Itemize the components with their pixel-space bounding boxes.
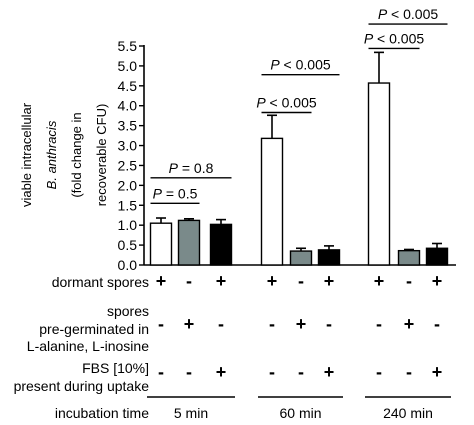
y-tick-label: 1.5: [118, 197, 138, 213]
bar: [367, 82, 391, 266]
condition-value: +: [432, 271, 443, 291]
y-tick-label: 0.5: [118, 237, 138, 253]
condition-value: -: [376, 362, 382, 382]
condition-value: -: [269, 362, 275, 382]
condition-label: present during uptake: [14, 378, 150, 394]
bar: [317, 249, 341, 266]
condition-value: +: [374, 271, 385, 291]
conditions-table: dormant spores + - + + - + + - +sporespre-germina…: [14, 271, 443, 394]
condition-value: -: [218, 314, 224, 334]
condition-value: -: [434, 314, 440, 334]
bar: [177, 219, 201, 266]
bar: [425, 247, 449, 266]
y-axis-title-text: viable intracellular: [19, 102, 34, 207]
condition-value: -: [326, 314, 332, 334]
condition-value: +: [324, 362, 335, 382]
bar: [209, 223, 233, 266]
p-value-label: P < 0.005: [378, 6, 439, 22]
y-axis-title-line: B. anthracis: [44, 120, 59, 189]
condition-label: dormant spores: [52, 274, 149, 290]
p-value-label: P < 0.005: [270, 57, 331, 73]
y-axis: 0.0 0.5 1.0 1.5 2.0 2.5 3.0 3.5 4.0 4.5 5.0 5.5: [118, 38, 456, 273]
condition-value: +: [184, 314, 195, 334]
condition-value: +: [216, 362, 227, 382]
bar: [397, 249, 421, 266]
condition-value: -: [186, 271, 192, 291]
condition-value: -: [186, 362, 192, 382]
y-tick-label: 2.5: [118, 157, 138, 173]
y-tick-label: 4.0: [118, 98, 138, 114]
bar: [260, 137, 284, 266]
condition-value: -: [298, 271, 304, 291]
y-tick-label: 2.0: [118, 177, 138, 193]
y-tick-label: 4.5: [118, 78, 138, 94]
p-value-text: < 0.005: [266, 94, 317, 110]
p-value-text: < 0.005: [373, 30, 424, 46]
condition-value: +: [216, 271, 227, 291]
p-symbol: P: [378, 6, 388, 22]
p-value-text: = 0.8: [178, 160, 214, 176]
p-symbol: P: [364, 30, 374, 46]
condition-value: -: [158, 314, 164, 334]
bar: [289, 250, 313, 266]
p-symbol: P: [169, 160, 179, 176]
y-tick-label: 3.5: [118, 118, 138, 134]
condition-value: -: [406, 362, 412, 382]
bar: [149, 222, 173, 266]
y-tick-label: 1.0: [118, 217, 138, 233]
incubation-time-row: incubation time 5 min 60 min 240 min: [55, 396, 451, 421]
condition-value: +: [324, 271, 335, 291]
y-axis-title-text: B. anthracis: [44, 120, 59, 189]
incubation-time-label: 240 min: [383, 405, 433, 421]
p-symbol: P: [270, 57, 280, 73]
condition-value: +: [432, 362, 443, 382]
y-tick-label: 5.0: [118, 58, 138, 74]
p-symbol: P: [153, 185, 163, 201]
condition-value: -: [376, 314, 382, 334]
condition-label: FBS [10%]: [82, 360, 149, 376]
condition-value: +: [404, 314, 415, 334]
y-axis-title: viable intracellular B. anthracis (fold ch…: [19, 102, 109, 207]
condition-value: -: [298, 362, 304, 382]
p-symbol: P: [256, 94, 266, 110]
y-axis-title-line: viable intracellular: [19, 102, 34, 207]
condition-label: L-alanine, L-inosine: [27, 338, 149, 354]
y-tick-label: 5.5: [118, 38, 138, 54]
condition-label: spores: [107, 303, 149, 319]
p-value-label: P < 0.005: [256, 94, 317, 110]
y-axis-title-line: recoverable CFU): [94, 104, 109, 207]
condition-value: +: [296, 314, 307, 334]
condition-value: -: [158, 362, 164, 382]
condition-value: -: [406, 271, 412, 291]
p-value-text: = 0.5: [162, 185, 198, 201]
y-tick-label: 3.0: [118, 138, 138, 154]
y-axis-title-line: (fold change in: [69, 112, 84, 197]
y-tick-label: 0.0: [118, 257, 138, 273]
p-value-label: P < 0.005: [364, 30, 425, 46]
condition-label: pre-germinated in: [39, 321, 149, 337]
incubation-time-label: 5 min: [174, 405, 208, 421]
y-axis-title-text: recoverable CFU): [94, 104, 109, 207]
incubation-label: incubation time: [55, 405, 149, 421]
y-axis-title-text: (fold change in: [69, 112, 84, 197]
condition-value: -: [269, 314, 275, 334]
p-value-label: P = 0.5: [153, 185, 198, 201]
condition-value: +: [267, 271, 278, 291]
p-value-text: < 0.005: [387, 6, 438, 22]
bars: [149, 51, 449, 266]
condition-value: +: [156, 271, 167, 291]
p-value-label: P = 0.8: [169, 160, 214, 176]
p-value-text: < 0.005: [280, 57, 331, 73]
incubation-time-label: 60 min: [279, 405, 321, 421]
